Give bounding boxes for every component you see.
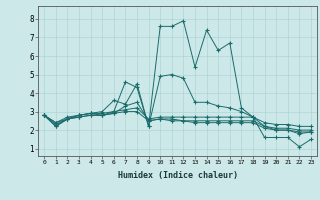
X-axis label: Humidex (Indice chaleur): Humidex (Indice chaleur) xyxy=(118,171,238,180)
